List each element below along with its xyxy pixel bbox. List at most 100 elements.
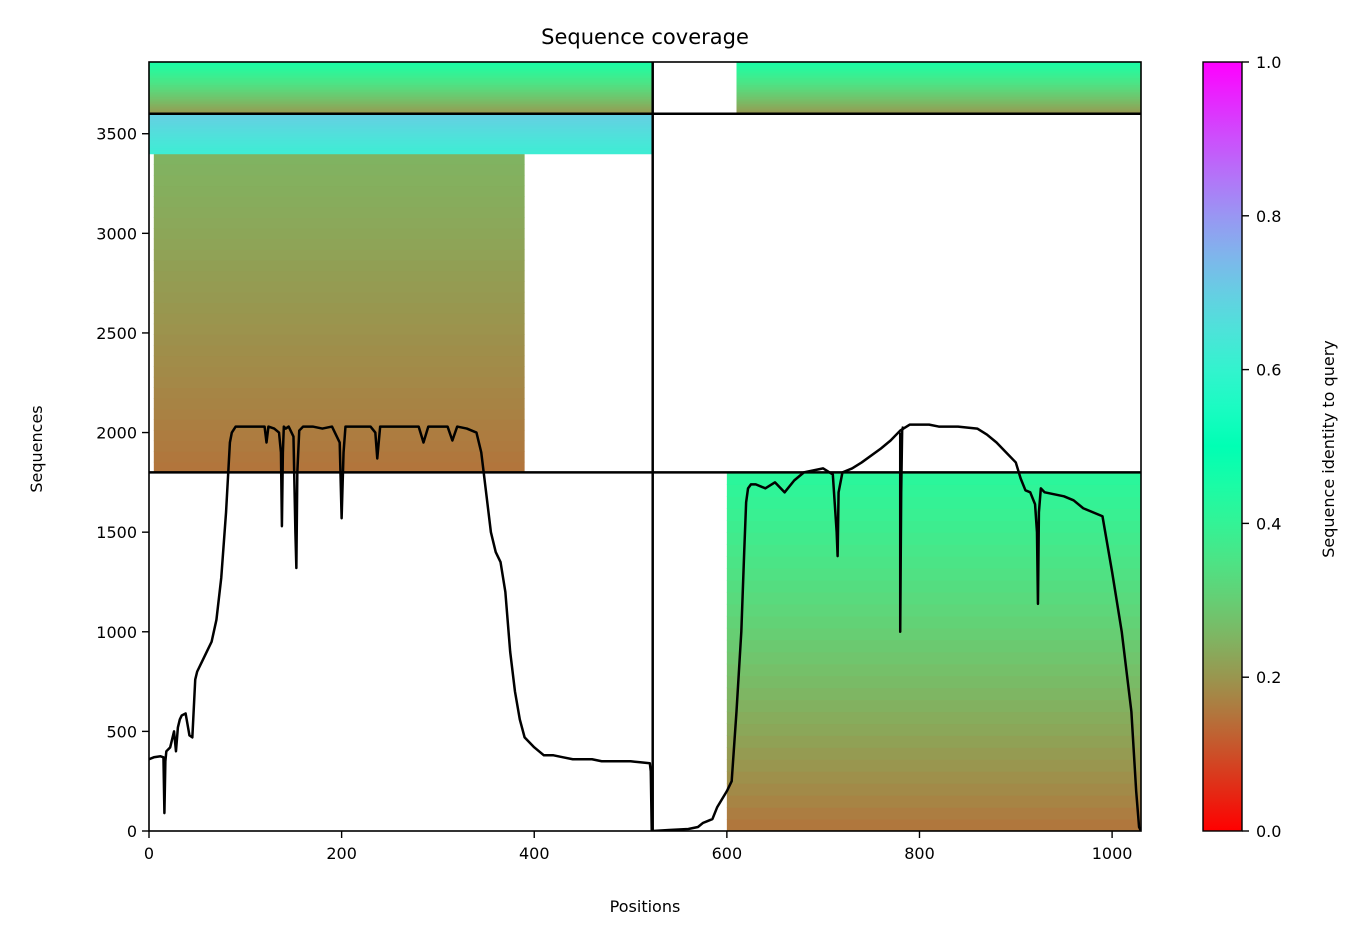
coverage-strip [153, 291, 525, 303]
coverage-strip [149, 128, 653, 131]
coverage-strip [736, 98, 1141, 101]
coverage-strip [149, 148, 653, 151]
coverage-strip [736, 63, 1141, 67]
coverage-strip [153, 302, 525, 314]
coverage-strip [149, 103, 653, 106]
coverage-strip [153, 259, 525, 272]
coverage-strip [736, 74, 1141, 77]
coverage-strip [149, 70, 653, 73]
coverage-strip [149, 121, 653, 124]
coverage-strip [736, 77, 1141, 80]
coverage-strip [726, 795, 1141, 808]
coverage-strip [149, 145, 653, 148]
coverage-strip [153, 429, 525, 442]
coverage-strip [726, 532, 1141, 545]
x-tick-label: 1000 [1092, 844, 1133, 863]
coverage-strip [736, 91, 1141, 94]
coverage-strip [153, 387, 525, 399]
coverage-strip [149, 115, 653, 118]
coverage-strip [149, 125, 653, 128]
y-axis-label: Sequences [27, 405, 46, 492]
coverage-strip [149, 116, 653, 119]
coverage-strip [149, 117, 653, 120]
coverage-strip [726, 639, 1141, 653]
colorbar-bar [1202, 61, 1243, 832]
coverage-strip [726, 508, 1141, 521]
coverage-strip [149, 147, 653, 149]
coverage-strip [726, 675, 1141, 689]
coverage-strip [726, 544, 1141, 557]
coverage-block-3 [726, 472, 1141, 831]
coverage-strip [726, 484, 1141, 497]
coverage-strip [726, 747, 1141, 760]
plot-frame [148, 61, 1142, 832]
coverage-strip [149, 119, 653, 122]
colorbar-tick-label: 0.4 [1256, 514, 1281, 533]
coverage-strip [149, 91, 653, 94]
y-tick-label: 3500 [96, 125, 137, 144]
y-tick-label: 3000 [96, 224, 137, 243]
coverage-strip [153, 376, 525, 388]
coverage-strip [726, 807, 1141, 820]
coverage-strip [736, 62, 1141, 65]
coverage-strip [736, 82, 1141, 86]
coverage-strip [149, 127, 653, 130]
coverage-strip [736, 93, 1141, 96]
coverage-strip [726, 591, 1141, 605]
colorbar: 0.0 0.2 0.4 0.6 0.8 1.0 [1202, 53, 1281, 841]
coverage-strip [736, 75, 1141, 79]
coverage-strip [153, 270, 525, 282]
coverage-strip [736, 67, 1141, 70]
coverage-strip [149, 79, 653, 82]
coverage-strip [726, 472, 1141, 485]
x-tick-label: 600 [712, 844, 743, 863]
coverage-strip [726, 603, 1141, 617]
coverage-strip [736, 94, 1141, 98]
y-tick-label: 2000 [96, 424, 137, 443]
coverage-strip [149, 136, 653, 139]
coverage-strip [726, 771, 1141, 784]
plot-area [149, 62, 1141, 831]
coverage-strip [153, 196, 525, 208]
coverage-strip [153, 344, 525, 357]
chart-title: Sequence coverage [541, 25, 749, 49]
x-tick-label: 200 [326, 844, 357, 863]
coverage-strip [726, 496, 1141, 509]
coverage-strip [149, 137, 653, 140]
coverage-strip [149, 72, 653, 75]
coverage-strip [149, 89, 653, 92]
coverage-strip [726, 627, 1141, 641]
coverage-strip [153, 366, 525, 378]
coverage-strip [153, 419, 525, 431]
coverage-strip [149, 86, 653, 89]
coverage-strip [149, 99, 653, 103]
coverage-strip [149, 123, 653, 126]
coverage-strip [153, 313, 525, 325]
coverage-strip [736, 101, 1141, 105]
coverage-strip [726, 699, 1141, 713]
axes: 0 200 400 600 800 1000 0 500 1000 1500 2000 2500 300… [96, 61, 1142, 863]
coverage-strip [149, 143, 653, 145]
coverage-strip [149, 98, 653, 101]
coverage-line-0 [149, 425, 653, 831]
coverage-strip [149, 68, 653, 72]
coverage-block-2 [149, 62, 653, 115]
coverage-strip [149, 140, 653, 143]
y-tick-label: 500 [106, 722, 137, 741]
coverage-strip [149, 120, 653, 123]
coverage-strip [153, 249, 525, 261]
coverage-strip [149, 101, 653, 105]
coverage-strip [736, 65, 1141, 68]
coverage-strip [736, 86, 1141, 89]
coverage-strip [153, 323, 525, 335]
coverage-strip [149, 149, 653, 152]
coverage-strip [149, 80, 653, 84]
coverage-strip [149, 106, 653, 110]
colorbar-tick-label: 1.0 [1256, 53, 1281, 72]
coverage-strip [736, 79, 1141, 82]
coverage-strip [149, 152, 653, 155]
coverage-strip [153, 206, 525, 218]
coverage-strip [149, 110, 653, 113]
coverage-strip [149, 75, 653, 79]
